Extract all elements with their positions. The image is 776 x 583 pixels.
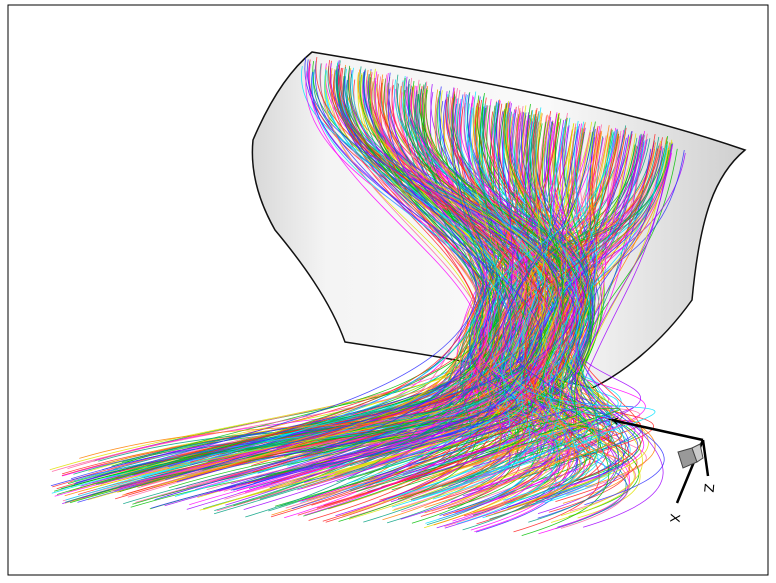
z-axis-label: Z	[700, 483, 716, 493]
visualization: Y Z X	[0, 0, 776, 583]
x-axis-label: X	[666, 513, 682, 523]
